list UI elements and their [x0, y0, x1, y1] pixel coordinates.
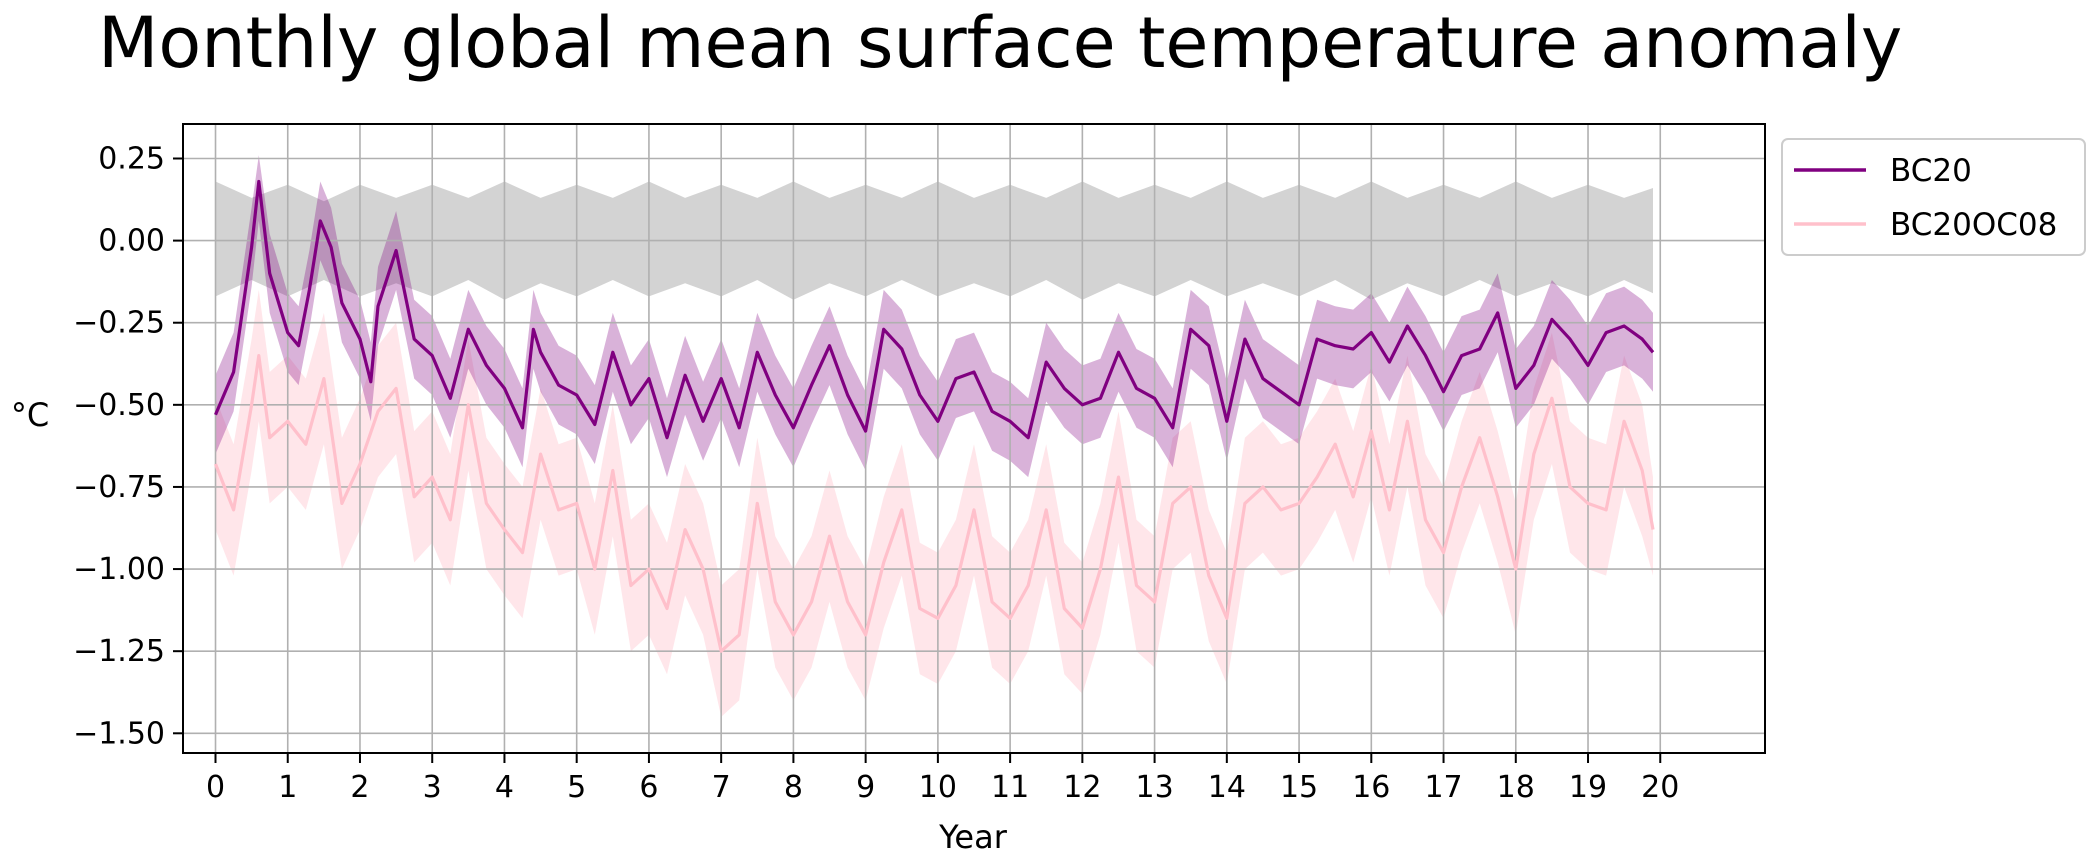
x-tick-label: 5: [567, 770, 586, 805]
x-tick-label: 20: [1641, 770, 1679, 805]
y-axis-label: °C: [11, 396, 49, 434]
y-tick-label: −1.50: [73, 716, 165, 751]
series-bands: [215, 155, 1653, 717]
chart-title: Monthly global mean surface temperature …: [98, 2, 1903, 84]
x-axis-label: Year: [938, 818, 1008, 856]
x-tick-label: 11: [991, 770, 1029, 805]
x-tick-label: 15: [1280, 770, 1318, 805]
legend-box: [1781, 138, 2086, 256]
x-tick-label: 16: [1352, 770, 1390, 805]
y-tick-label: −0.25: [73, 306, 165, 341]
y-tick-label: −0.50: [73, 388, 165, 423]
legend: BC20 BC20OC08: [1781, 138, 2086, 256]
x-tick-label: 10: [919, 770, 957, 805]
series-lines: [214, 179, 1655, 653]
y-tick-label: 0.25: [98, 141, 165, 176]
x-tick-label: 13: [1135, 770, 1173, 805]
x-tick-label: 19: [1569, 770, 1607, 805]
x-tick-label: 12: [1063, 770, 1101, 805]
plot-frame: [182, 123, 1766, 754]
y-tick-label: −1.25: [73, 634, 165, 669]
series-line-bc20: [214, 179, 1655, 440]
legend-label-bc20: BC20: [1890, 153, 1972, 189]
x-tick-label: 7: [712, 770, 731, 805]
x-tick-label: 0: [206, 770, 225, 805]
x-tick-label: 2: [350, 770, 369, 805]
x-tick-label: 17: [1424, 770, 1462, 805]
x-tick-label: 4: [495, 770, 514, 805]
x-tick-label: 6: [639, 770, 658, 805]
x-tick-label: 8: [784, 770, 803, 805]
series-band-bc20: [215, 155, 1653, 478]
x-tick-label: 14: [1208, 770, 1246, 805]
x-tick-label: 3: [423, 770, 442, 805]
y-tick-label: −1.00: [73, 552, 165, 587]
series-line-bc20oc08: [214, 354, 1655, 653]
y-axis-ticks: 0.25 0.00 −0.25 −0.50 −0.75 −1.00 −1.25 −1.50: [73, 141, 183, 751]
series-band-bc20oc08: [215, 289, 1653, 717]
legend-label-bc20oc08: BC20OC08: [1890, 207, 2057, 243]
x-tick-label: 18: [1497, 770, 1535, 805]
x-tick-label: 9: [856, 770, 875, 805]
y-tick-label: −0.75: [73, 470, 165, 505]
y-tick-label: 0.00: [98, 224, 165, 259]
x-tick-label: 1: [278, 770, 297, 805]
x-axis-ticks: 0 1 2 3 4 5 6 7 8 9 10 11 12 13 14 15 16 17 18 19 20: [206, 753, 1679, 805]
